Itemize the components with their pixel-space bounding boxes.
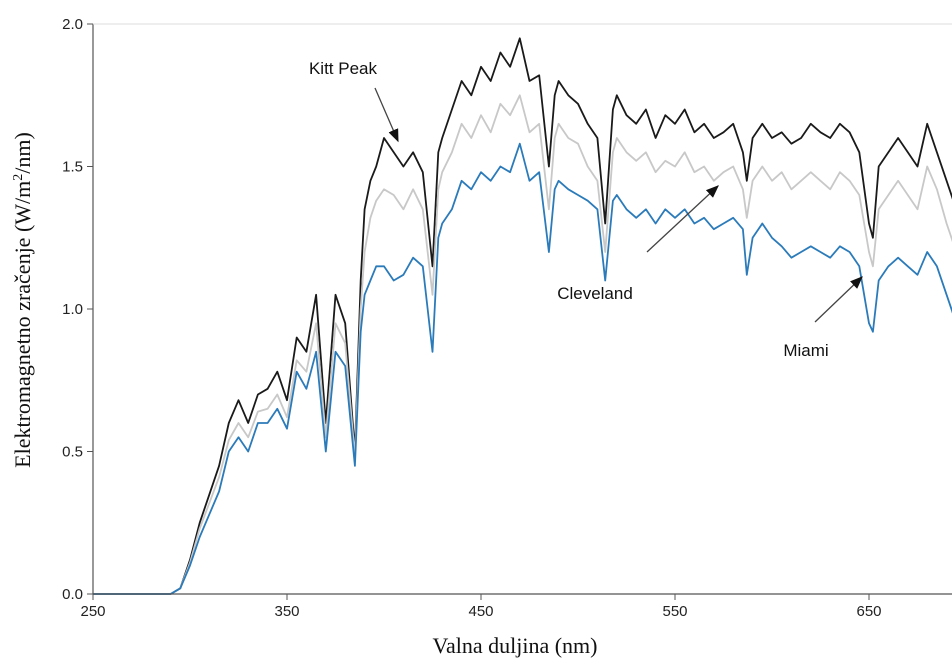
- y-tick-label: 0.5: [62, 444, 83, 461]
- series-line-kitt-peak: [93, 37, 952, 595]
- annotation-label-kitt-peak: Kitt Peak: [309, 59, 378, 78]
- annotation-label-miami: Miami: [783, 341, 828, 360]
- series-layer: [93, 37, 952, 595]
- x-tick-label: 350: [274, 603, 299, 620]
- x-tick-label: 550: [662, 603, 687, 620]
- annotations: Kitt Peak Cleveland Miami: [309, 59, 863, 360]
- annotation-arrow-cleveland: [646, 185, 719, 253]
- y-axis-label-prefix: Elektromagnetno zračenje (W/m: [10, 181, 35, 468]
- annotation-label-cleveland: Cleveland: [557, 284, 633, 303]
- x-tick-label: 450: [468, 603, 493, 620]
- series-line-cleveland: [93, 94, 952, 595]
- tick-labels: 250 350 450 550 650 0.0 0.5 1.0 1.5 2.0: [62, 16, 881, 620]
- y-tick-label: 1.0: [62, 301, 83, 318]
- axes: [87, 23, 952, 600]
- annotation-arrow-kitt-peak: [374, 87, 399, 143]
- x-tick-label: 250: [80, 603, 105, 620]
- y-axis-label-sup: 2: [11, 174, 26, 181]
- annotation-arrow-miami: [814, 276, 863, 323]
- y-tick-label: 2.0: [62, 16, 83, 33]
- y-tick-label: 1.5: [62, 159, 83, 176]
- y-tick-label: 0.0: [62, 586, 83, 603]
- x-tick-label: 650: [856, 603, 881, 620]
- y-axis-label: Elektromagnetno zračenje (W/m2/nm): [10, 132, 35, 468]
- y-axis-label-suffix: /nm): [10, 132, 35, 174]
- x-axis-label: Valna duljina (nm): [433, 633, 598, 658]
- series-line-miami: [93, 142, 952, 595]
